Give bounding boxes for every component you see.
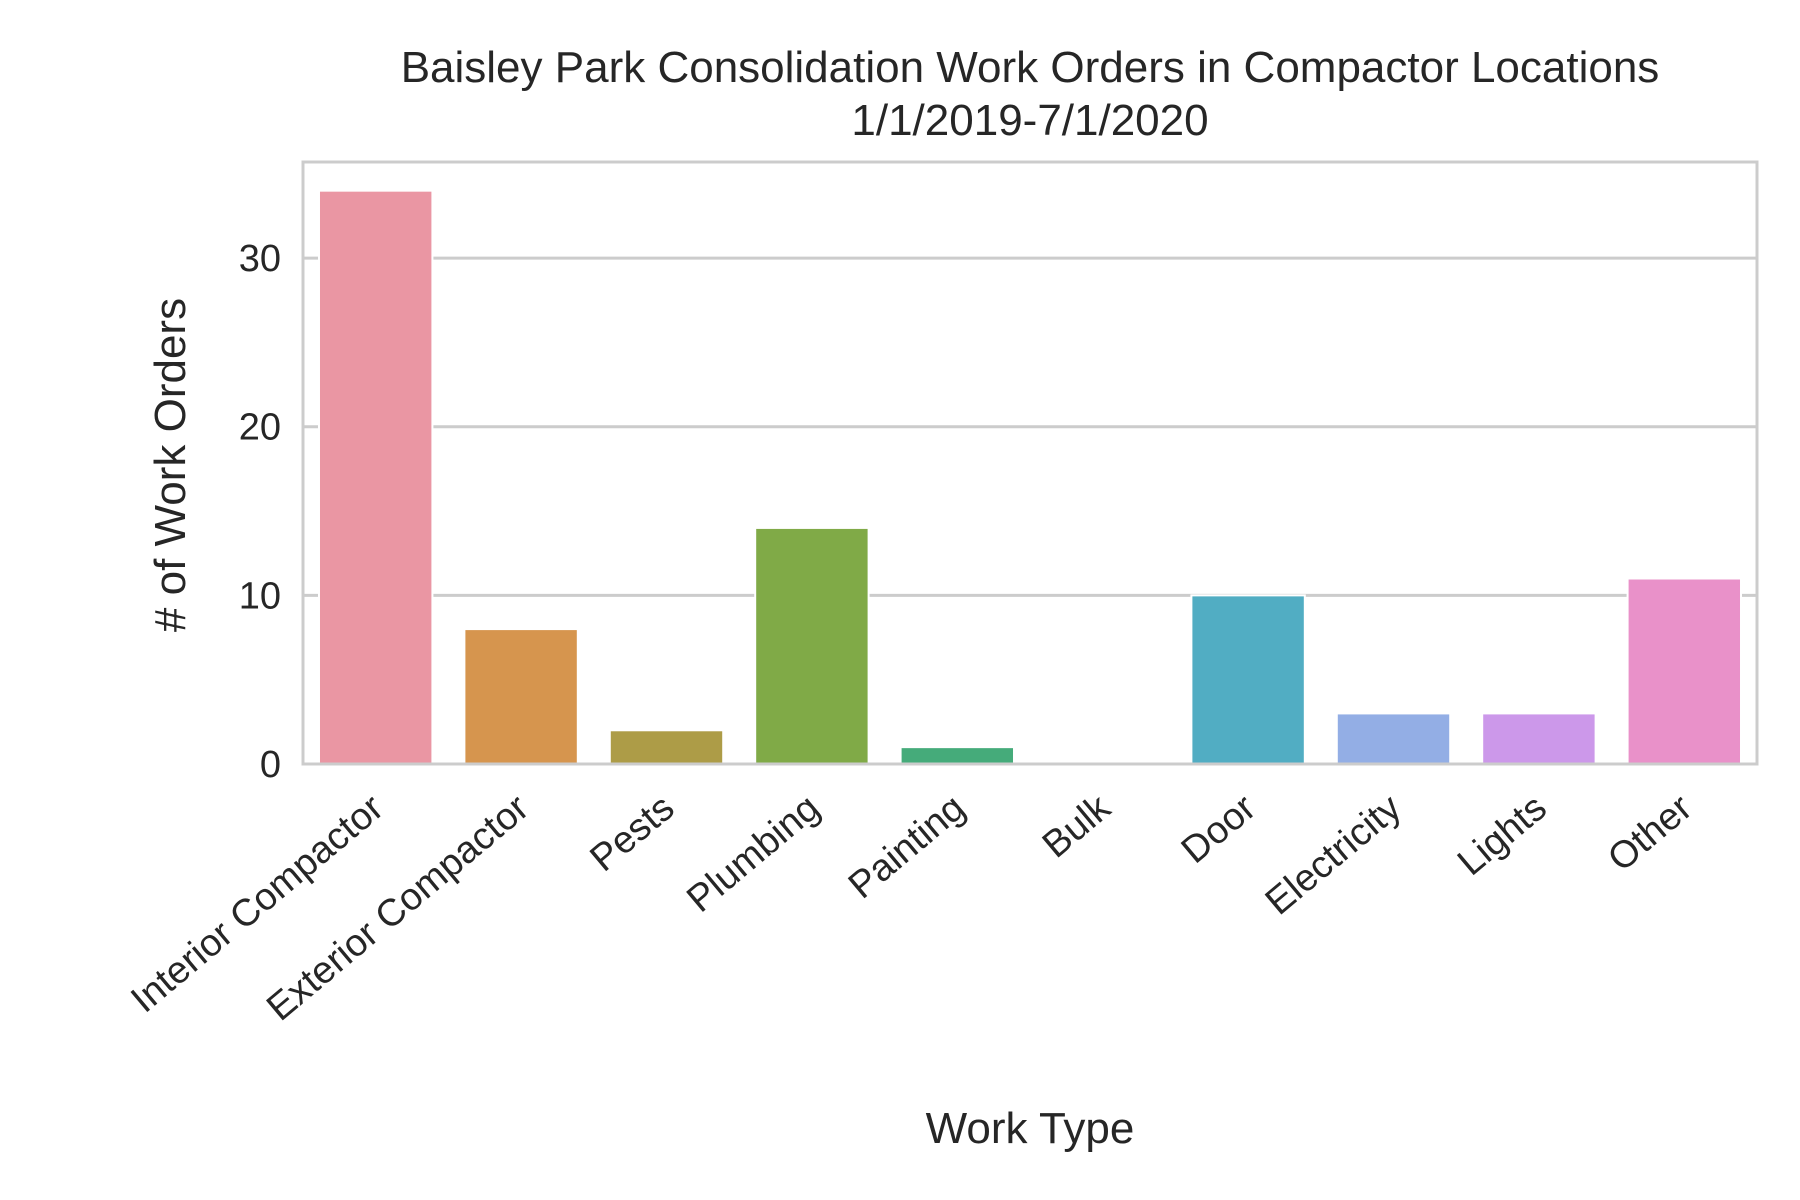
- x-tick-label-pests: Pests: [582, 787, 682, 880]
- bar-lights: [1481, 712, 1597, 765]
- x-tick-label-lights: Lights: [1450, 787, 1555, 884]
- x-tick-label-door: Door: [1174, 787, 1264, 872]
- bar-painting: [899, 746, 1016, 766]
- x-axis-label: Work Type: [926, 1104, 1135, 1153]
- y-tick-label-2: 20: [239, 407, 281, 449]
- bar-other: [1626, 577, 1743, 766]
- x-tick-label-painting: Painting: [841, 787, 973, 907]
- y-tick-label-3: 30: [239, 238, 281, 280]
- x-tick-label-bulk: Bulk: [1035, 786, 1119, 866]
- y-tick-label-1: 10: [239, 575, 281, 617]
- bar-pests: [608, 729, 725, 766]
- bars: [317, 189, 1743, 766]
- x-tick-label-plumbing: Plumbing: [679, 787, 827, 921]
- y-axis-label: # of Work Orders: [146, 298, 195, 632]
- x-tick-label-electricity: Electricity: [1258, 787, 1410, 924]
- chart-title: Baisley Park Consolidation Work Orders i…: [401, 43, 1660, 92]
- x-tick-label-interior-compactor: Interior Compactor: [123, 787, 391, 1022]
- plot-frame: [301, 160, 1759, 766]
- chart-subtitle: 1/1/2019-7/1/2020: [851, 96, 1208, 145]
- y-tick-label-0: 0: [260, 744, 281, 786]
- bar-interior-compactor: [317, 189, 434, 765]
- x-tick-label-exterior-compactor: Exterior Compactor: [259, 787, 537, 1030]
- bar-exterior-compactor: [463, 628, 579, 765]
- x-tick-label-other: Other: [1600, 787, 1700, 880]
- bar-door: [1190, 594, 1306, 766]
- bar-plumbing: [754, 526, 870, 765]
- bar-electricity: [1335, 712, 1452, 765]
- y-tick-labels: 0 10 20 30: [239, 238, 281, 786]
